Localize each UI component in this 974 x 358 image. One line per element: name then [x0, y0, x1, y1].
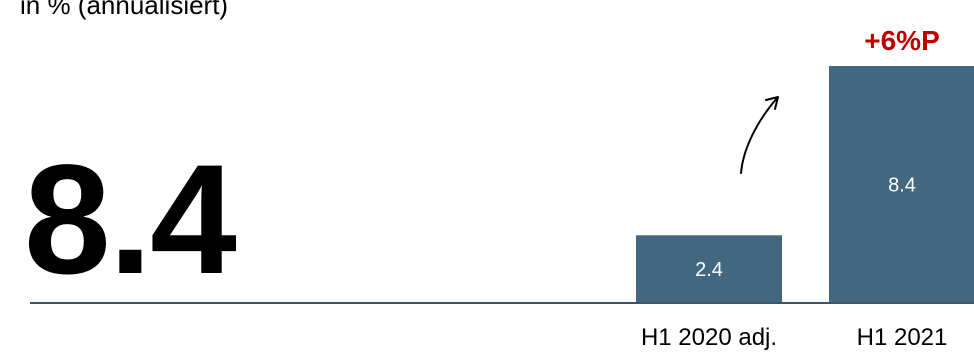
bar-2 — [829, 66, 974, 303]
category-label-2: H1 2021 — [857, 324, 948, 351]
category-label-1: H1 2020 adj. — [641, 324, 777, 351]
bar-value-label-2: 8.4 — [888, 175, 916, 197]
bar-value-label-1: 2.4 — [695, 259, 723, 281]
bars-group: 2.4 H1 2020 adj. 8.4 H1 2021 — [636, 66, 974, 351]
delta-annotation: +6%P — [864, 25, 940, 56]
bar-1 — [636, 235, 782, 303]
chart-subtitle: in % (annualisiert) — [20, 0, 229, 20]
trend-arrow-icon — [740, 96, 779, 174]
kpi-value: 8.4 — [24, 133, 237, 307]
